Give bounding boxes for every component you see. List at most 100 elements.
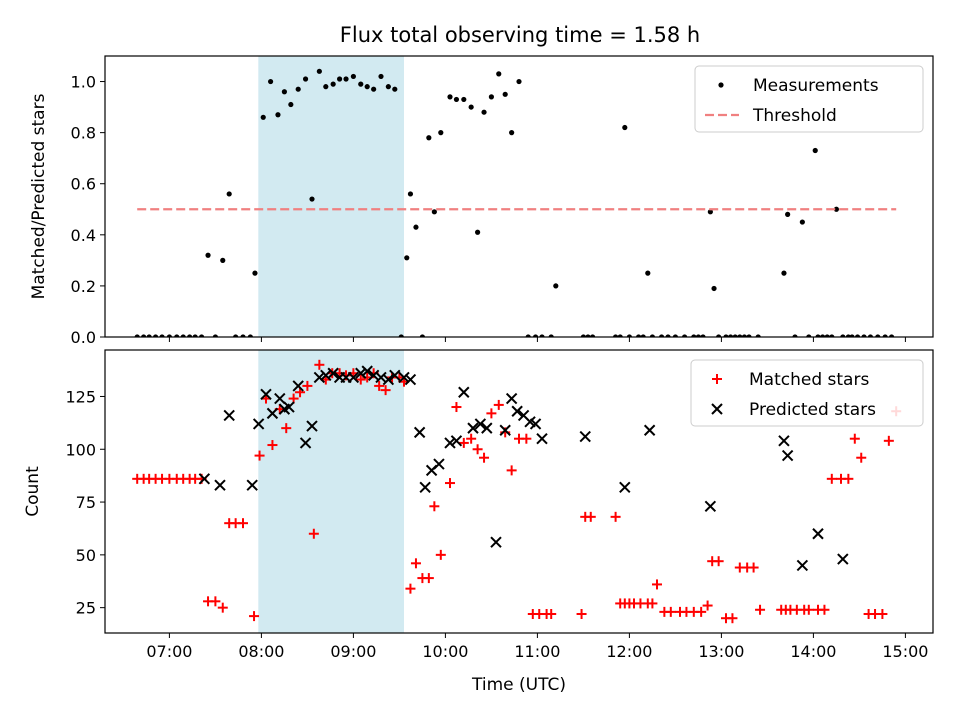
measurement-point — [323, 84, 329, 90]
bottom-panel: 25 50 75 100 125 Count 07:00 08:00 09:00 10:00 11:… — [23, 349, 934, 695]
y-tick-label: 50 — [76, 546, 96, 565]
measurement-point — [707, 209, 713, 215]
matched-star-point — [254, 450, 265, 461]
shaded-interval — [258, 350, 404, 633]
predicted-star-point — [198, 473, 211, 485]
predicted-star-point — [781, 449, 794, 462]
predicted-star-point — [837, 553, 849, 565]
predicted-star-point — [327, 367, 339, 379]
measurement-point — [488, 94, 494, 100]
measurement-point — [385, 84, 391, 90]
figure-title: Flux total observing time = 1.58 h — [340, 23, 700, 47]
measurement-point — [358, 81, 364, 87]
measurement-point — [580, 334, 586, 337]
measurement-point — [732, 334, 738, 337]
predicted-star-point — [444, 437, 456, 449]
y-tick-label: 25 — [76, 599, 96, 618]
measurement-point — [539, 334, 545, 337]
predicted-star-point — [398, 371, 410, 384]
measurement-point — [212, 334, 218, 337]
predicted-star-point — [214, 479, 226, 491]
predicted-star-point — [306, 420, 318, 432]
y-tick-label: 1.0 — [71, 73, 96, 92]
x-tick-label: 07:00 — [146, 642, 192, 661]
measurement-point — [453, 96, 460, 103]
predicted-star-point — [499, 424, 511, 436]
measurement-point — [438, 130, 444, 136]
measurement-point — [475, 229, 481, 235]
measurement-point — [166, 334, 172, 337]
measurement-point — [288, 101, 294, 108]
matched-star-point — [748, 562, 759, 573]
measurement-point — [532, 334, 539, 337]
matched-star-point — [696, 606, 707, 617]
measurement-point — [159, 334, 165, 337]
matched-star-point — [506, 465, 517, 476]
measurement-point — [781, 270, 787, 276]
matched-star-point — [281, 423, 292, 434]
x-tick-label: 15:00 — [882, 642, 928, 661]
matched-star-point — [713, 556, 724, 567]
measurement-point — [187, 334, 193, 337]
measurement-point — [792, 334, 798, 337]
matched-star-point — [380, 385, 391, 396]
measurement-point — [134, 334, 140, 337]
measurement-point — [728, 334, 734, 337]
measurement-point — [337, 76, 343, 82]
matched-star-point — [647, 598, 658, 609]
y-tick-label: 0.2 — [71, 277, 96, 296]
matched-star-point — [755, 604, 766, 615]
measurement-point — [516, 78, 522, 85]
matched-star-point — [374, 380, 385, 391]
measurement-point — [812, 147, 818, 154]
predicted-star-point — [536, 432, 548, 445]
matched-star-point — [652, 579, 662, 590]
measurement-point — [378, 73, 384, 80]
y-axis-label: Matched/Predicted stars — [29, 93, 49, 299]
legend-label: Threshold — [752, 106, 837, 126]
predicted-star-point — [260, 388, 272, 401]
predicted-star-point — [252, 418, 265, 430]
matched-star-point — [405, 583, 416, 594]
matched-star-point — [355, 374, 366, 385]
predicted-star-point — [404, 373, 417, 386]
matched-star-point — [849, 433, 860, 444]
x-axis-label: Time (UTC) — [471, 675, 566, 695]
x-tick-label: 11:00 — [514, 642, 560, 661]
measurement-point — [252, 270, 258, 276]
predicted-star-point — [375, 371, 387, 384]
legend-measurements-swatch — [718, 82, 724, 88]
measurement-point — [861, 334, 867, 337]
predicted-star-point — [467, 422, 479, 434]
matched-star-point — [702, 600, 713, 611]
matched-star-point — [302, 380, 313, 391]
predicted-star-point — [246, 479, 258, 491]
measurement-point — [672, 334, 678, 337]
measurement-point — [141, 334, 147, 337]
predicted-star-point — [419, 481, 431, 493]
predicted-star-point — [320, 369, 332, 382]
measurement-point — [645, 270, 651, 276]
predicted-star-point — [413, 426, 426, 439]
predicted-star-point — [361, 365, 373, 377]
measurement-point — [815, 334, 821, 337]
matched-star-point — [314, 359, 325, 370]
measurement-point — [525, 334, 531, 337]
matched-star-point — [267, 440, 278, 451]
predicted-star-point — [223, 409, 235, 422]
measurement-point — [711, 285, 717, 292]
y-tick-label: 100 — [65, 440, 96, 459]
legend-matched-swatch — [712, 374, 722, 384]
measurement-point — [407, 191, 414, 197]
matched-star-point — [429, 501, 440, 512]
predicted-star-point — [704, 500, 717, 512]
matched-star-point — [610, 511, 621, 522]
measurement-point — [220, 257, 226, 263]
measurement-point — [233, 334, 239, 337]
predicted-star-point — [505, 392, 518, 405]
predicted-star-point — [283, 401, 295, 413]
predicted-star-point — [274, 392, 286, 405]
matched-star-point — [856, 452, 867, 463]
legend-label: Matched stars — [749, 370, 869, 390]
